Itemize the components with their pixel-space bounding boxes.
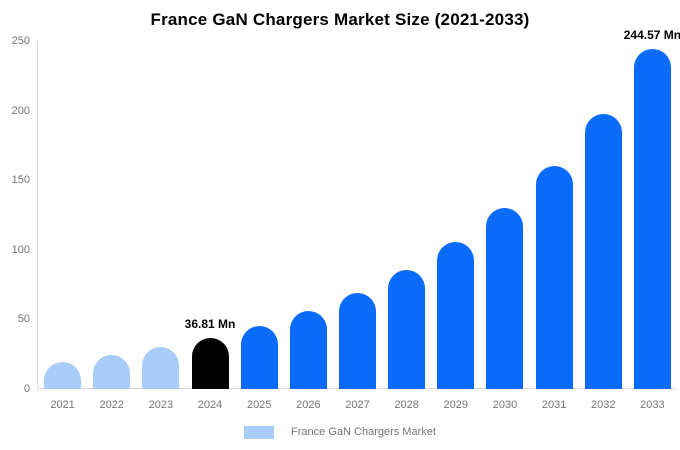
y-tick-200: 200 <box>11 104 30 117</box>
bar-2027 <box>339 292 376 389</box>
value-label-2033: 244.57 Mn <box>623 27 680 42</box>
y-tick-250: 250 <box>11 35 30 47</box>
bar-2026 <box>289 311 327 389</box>
plot-area: 36.81 Mn 244.57 Mn <box>38 28 680 389</box>
x-tick-2032: 2032 <box>591 399 616 411</box>
bar-2021 <box>44 361 82 389</box>
bar-2024 <box>191 337 229 389</box>
chart-title: France GaN Chargers Market Size (2021-20… <box>150 10 530 29</box>
bar-2028 <box>388 270 426 389</box>
bar-2029 <box>437 242 475 389</box>
legend-swatch <box>244 425 275 439</box>
bar-2030 <box>486 208 524 389</box>
bar-2022 <box>93 355 131 389</box>
bar-2033 <box>633 48 671 389</box>
y-tick-100: 100 <box>11 243 30 256</box>
x-tick-2021: 2021 <box>50 399 75 411</box>
bar-2031 <box>535 165 573 389</box>
x-tick-2033: 2033 <box>640 399 665 411</box>
x-tick-2023: 2023 <box>148 399 174 411</box>
x-tick-2024: 2024 <box>197 399 223 411</box>
value-label-2024: 36.81 Mn <box>184 316 236 331</box>
y-tick-50: 50 <box>17 313 30 326</box>
y-tick-0: 0 <box>23 383 30 395</box>
x-tick-2025: 2025 <box>246 399 272 411</box>
x-tick-2026: 2026 <box>296 399 321 411</box>
x-tick-2031: 2031 <box>541 399 567 411</box>
x-tick-2029: 2029 <box>443 399 469 411</box>
x-tick-2027: 2027 <box>345 399 370 411</box>
y-tick-150: 150 <box>11 174 30 187</box>
x-tick-2030: 2030 <box>492 399 518 411</box>
bar-2032 <box>584 113 622 389</box>
y-axis-line <box>37 41 38 389</box>
bar-2023 <box>142 347 180 389</box>
bar-2025 <box>240 325 278 389</box>
legend-label: France GaN Chargers Market <box>291 426 436 438</box>
x-axis-tick-labels: 2021 2022 2023 2024 2025 2026 2027 2028 2029 2030… <box>38 399 677 415</box>
y-axis-tick-labels: 0 50 100 150 200 250 <box>0 35 30 395</box>
x-tick-2022: 2022 <box>99 399 124 411</box>
legend: France GaN Chargers Market <box>0 424 680 440</box>
x-tick-2028: 2028 <box>394 399 419 411</box>
